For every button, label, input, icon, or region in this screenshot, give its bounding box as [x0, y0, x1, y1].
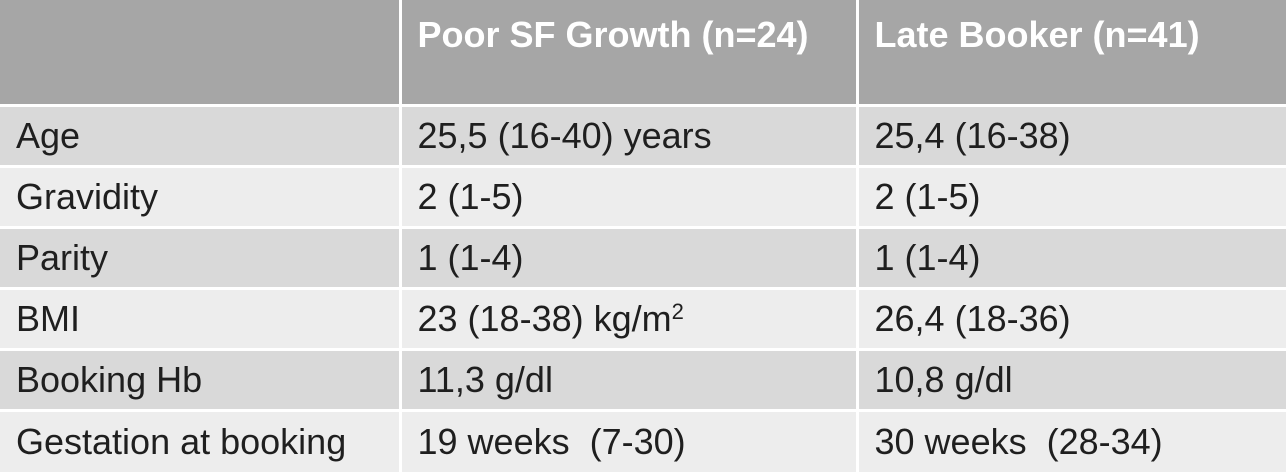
late-booker-value: 30 weeks (28-34)	[857, 410, 1286, 472]
table-row: Gestation at booking 19 weeks (7-30) 30 …	[0, 410, 1286, 472]
table-row: BMI 23 (18-38) kg/m2 26,4 (18-36)	[0, 288, 1286, 351]
row-label: BMI	[0, 288, 402, 351]
table-row: Booking Hb 11,3 g/dl 10,8 g/dl	[0, 349, 1286, 412]
late-booker-value: 26,4 (18-36)	[857, 288, 1286, 351]
row-label: Gestation at booking	[0, 410, 402, 472]
poor-sf-value: 25,5 (16-40) years	[400, 105, 859, 168]
poor-sf-value: 2 (1-5)	[400, 166, 859, 229]
table-row: Age 25,5 (16-40) years 25,4 (16-38)	[0, 105, 1286, 168]
header-cell-late-booker: Late Booker (n=41)	[857, 0, 1286, 107]
late-booker-value: 2 (1-5)	[857, 166, 1286, 229]
poor-sf-value: 19 weeks (7-30)	[400, 410, 859, 472]
poor-sf-value: 23 (18-38) kg/m2	[400, 288, 859, 351]
late-booker-value: 10,8 g/dl	[857, 349, 1286, 412]
late-booker-value: 25,4 (16-38)	[857, 105, 1286, 168]
table-row: Parity 1 (1-4) 1 (1-4)	[0, 227, 1286, 290]
row-label: Parity	[0, 227, 402, 290]
poor-sf-value-text: 23 (18-38) kg/m	[417, 298, 672, 339]
row-label: Booking Hb	[0, 349, 402, 412]
row-label: Age	[0, 105, 402, 168]
superscript: 2	[671, 299, 684, 324]
header-row: Poor SF Growth (n=24) Late Booker (n=41)	[0, 0, 1286, 107]
header-cell-empty	[0, 0, 402, 107]
poor-sf-value: 1 (1-4)	[400, 227, 859, 290]
poor-sf-value: 11,3 g/dl	[400, 349, 859, 412]
table-row: Gravidity 2 (1-5) 2 (1-5)	[0, 166, 1286, 229]
row-label: Gravidity	[0, 166, 402, 229]
late-booker-value: 1 (1-4)	[857, 227, 1286, 290]
header-cell-poor-sf-growth: Poor SF Growth (n=24)	[400, 0, 859, 107]
